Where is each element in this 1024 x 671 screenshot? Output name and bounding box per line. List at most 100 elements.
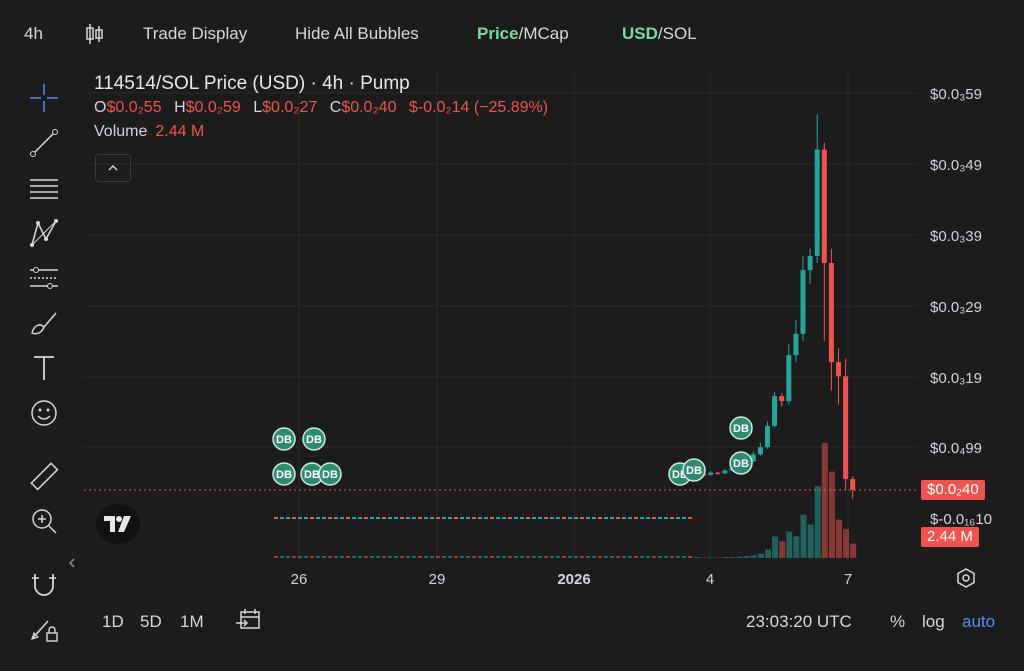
volume-bar (694, 557, 700, 558)
candle (292, 517, 296, 519)
candle (532, 517, 536, 519)
hide-bubbles-button[interactable]: Hide All Bubbles (295, 24, 419, 43)
candle (652, 517, 656, 519)
y-tick-label: $0.0₃39 (930, 228, 982, 245)
candlesticks (274, 114, 856, 519)
y-tick-label: $-0.0₁₆10 (930, 511, 992, 528)
candle-body (715, 472, 721, 475)
price-mcap-toggle[interactable]: Price/MCap (477, 24, 569, 44)
bubble-circle (729, 451, 753, 475)
lock-drawing-icon[interactable] (24, 609, 64, 649)
percent-scale-button[interactable]: % (890, 612, 906, 631)
chart-legend: 114514/SOL Price (USD) · 4h · Pump O$0.0… (94, 73, 556, 141)
zoom-in-icon[interactable] (24, 501, 64, 541)
candle (460, 517, 464, 519)
text-icon[interactable] (24, 348, 64, 388)
interval-selector[interactable]: 4h (24, 24, 43, 43)
volume-bar (514, 556, 518, 558)
volume-bar (828, 471, 835, 558)
x-tick-label: 2026 (557, 571, 590, 588)
volume-bar (750, 555, 757, 558)
candle (352, 517, 356, 519)
volume-bar (793, 536, 800, 558)
candle-body (722, 470, 728, 474)
x-tick-label: 4 (706, 571, 714, 588)
candle-body (765, 425, 770, 448)
volume-bar (352, 556, 356, 558)
volume-bar (496, 556, 500, 558)
volume-bar (370, 556, 374, 558)
candle (676, 517, 680, 519)
candle (274, 517, 278, 519)
trade-display-button[interactable]: Trade Display (143, 24, 248, 43)
candle (466, 517, 470, 519)
candle-body (828, 263, 834, 363)
open-value: $0.0₂55 (106, 99, 162, 116)
volume-bar (836, 519, 842, 558)
volume-bar (346, 556, 350, 558)
candle (550, 517, 554, 519)
pattern-icon[interactable] (24, 213, 64, 253)
range-1d-button[interactable]: 1D (102, 612, 124, 631)
auto-scale-button[interactable]: auto (962, 612, 996, 631)
log-scale-button[interactable]: log (922, 612, 945, 631)
candle (472, 517, 476, 519)
candle (334, 517, 338, 519)
usd-sol-toggle[interactable]: USD/SOL (622, 24, 697, 44)
collapse-toolbar-icon[interactable] (64, 543, 80, 583)
trade-bubble: DB (729, 416, 753, 440)
volume-bar (328, 556, 332, 558)
volume-bar (286, 556, 290, 558)
volume-bar (743, 556, 750, 558)
goto-date-icon[interactable] (235, 608, 261, 637)
high-value: $0.0₂59 (185, 99, 241, 116)
trend-line-icon[interactable] (24, 123, 64, 163)
brush-icon[interactable] (24, 303, 64, 343)
candle (598, 517, 602, 519)
volume-bar (682, 556, 686, 558)
emoji-icon[interactable] (24, 393, 64, 433)
volume-bar (490, 556, 494, 558)
trade-bubble: DB (302, 427, 326, 451)
range-1m-button[interactable]: 1M (180, 612, 204, 631)
utc-clock[interactable]: 23:03:20 UTC (746, 612, 852, 631)
volume-bar (786, 531, 793, 558)
candle-body (821, 149, 827, 263)
bubble-label: DB (276, 469, 292, 481)
volume-bars (274, 442, 857, 558)
candle (658, 517, 662, 519)
ruler-icon[interactable] (24, 456, 64, 496)
volume-bar (622, 556, 626, 558)
volume-bar (406, 556, 410, 558)
candle (346, 517, 350, 519)
candle-body (800, 270, 806, 334)
volume-bar (556, 556, 560, 558)
collapse-legend-button[interactable] (95, 154, 131, 182)
settings-icon[interactable] (955, 567, 977, 589)
volume-bar (292, 556, 296, 558)
bubble-label: DB (304, 469, 320, 481)
candle (304, 517, 308, 519)
x-tick-label: 7 (844, 571, 852, 588)
candle (604, 517, 608, 519)
candle-body (757, 447, 763, 455)
crosshair-icon[interactable] (24, 78, 64, 118)
volume-bar (610, 556, 614, 558)
volume-bar (574, 556, 578, 558)
forecast-icon[interactable] (24, 258, 64, 298)
candle (622, 517, 626, 519)
range-5d-button[interactable]: 5D (140, 612, 162, 631)
volume-bar (376, 556, 380, 558)
candle (586, 517, 590, 519)
volume-bar (520, 556, 524, 558)
candle (388, 517, 392, 519)
candle (442, 517, 446, 519)
fib-lines-icon[interactable] (24, 168, 64, 208)
candle-type-icon[interactable] (84, 22, 104, 51)
bubble-circle (272, 462, 296, 486)
candle (562, 517, 566, 519)
magnet-icon[interactable] (24, 564, 64, 604)
tradingview-logo[interactable] (96, 504, 140, 544)
